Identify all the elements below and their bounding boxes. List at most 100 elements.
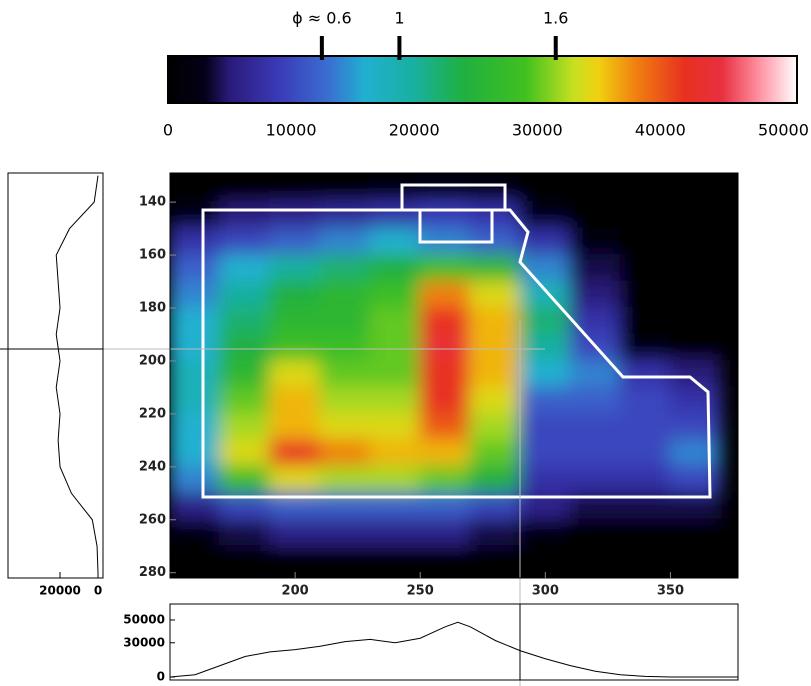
heatmap-cell [469,412,522,442]
y-tick-label: 280 [139,565,166,580]
heatmap-cell [269,174,322,204]
heatmap-cell [319,280,372,309]
outline-shape [201,208,712,499]
left-profile: 20000 0 [39,175,102,598]
heatmap-cell [419,201,472,230]
heatmap-cell [419,254,472,283]
heatmap-cell [519,386,572,415]
heatmap-cell [369,412,422,442]
heatmap-cell [269,227,322,257]
heatmap-cell [369,307,422,336]
heatmap-cell [469,307,522,336]
outline [201,183,712,499]
heatmap-cells [170,174,722,574]
heatmap-cell [569,174,622,204]
heatmap-cell [219,439,272,468]
heatmap-cell [669,333,722,362]
heatmap-clip [170,174,722,574]
heatmap-cell [419,439,472,468]
heatmap-cell [269,359,322,389]
profile-line [169,621,738,678]
heatmap-cell [619,227,672,257]
heatmap-cell [569,307,622,336]
heatmap-cell [219,227,272,257]
heatmap-cell [170,201,222,230]
colorbar-tick-label: 0 [163,121,173,140]
heatmap-cell [170,227,222,257]
x-tick-label: 200 [282,584,309,599]
y-tick-label: 260 [139,512,166,527]
heatmap-cell [269,201,322,230]
heatmap-cell [419,518,472,548]
y-tick-label: 240 [139,459,166,474]
heatmap-cell [519,359,572,389]
heatmap-cell [569,386,622,415]
heatmap-cell [170,254,222,283]
heatmap-cell [269,465,322,495]
heatmap-cell [369,174,422,204]
heatmap-cell [170,439,222,468]
y-tick-label: 200 [139,353,166,368]
heatmap-cell [619,333,672,362]
heatmap-cell [369,439,422,468]
phi-label: 1.6 [543,9,568,28]
heatmap-cell [419,359,472,389]
heatmap-cell [569,227,622,257]
heatmap-frame [169,172,739,579]
heatmap-cell [669,439,722,468]
bottom-profile: 0 30000 50000 [123,612,738,684]
heatmap-cell [170,359,222,389]
heatmap-cell [319,307,372,336]
heatmap-cell [219,280,272,309]
heatmap-cell [319,254,372,283]
heatmap-cell [369,465,422,495]
heatmap-cell [569,412,622,442]
heatmap-cell [619,254,672,283]
heatmap-cell [319,359,372,389]
heatmap-cell [569,545,622,574]
heatmap-cell [669,254,722,283]
heatmap-cell [319,386,372,415]
heatmap-cell [219,545,272,574]
heatmap-cell [369,280,422,309]
heatmap-cell [170,386,222,415]
heatmap-cell [469,280,522,309]
outline-shape [418,208,494,244]
heatmap-cell [469,518,522,548]
heatmap-cell [669,518,722,548]
heatmap-cell [619,518,672,548]
heatmap-cell [170,412,222,442]
heatmap-cell [219,333,272,362]
heatmap-cell [369,386,422,415]
heatmap-cell [269,412,322,442]
heatmap-cell [269,280,322,309]
heatmap-cell [170,307,222,336]
heatmap-cell [619,545,672,574]
heatmap-cell [519,333,572,362]
heatmap-cell [469,545,522,574]
heatmap-cell [519,518,572,548]
heatmap-cell [319,201,372,230]
heatmap-cell [170,465,222,495]
heatmap-cell [319,518,372,548]
y-tick-label: 220 [139,406,166,421]
heatmap-cell [369,333,422,362]
y-tick-label: 50000 [123,612,165,626]
colorbar-tick-label: 20000 [389,121,440,140]
colorbar-tick-label: 10000 [266,121,317,140]
heatmap-cell [219,386,272,415]
heatmap-cell [419,545,472,574]
colorbar-tick-label: 50000 [758,121,809,140]
heatmap-cell [669,359,722,389]
heatmap-cell [170,333,222,362]
heatmap-cell [170,280,222,309]
heatmap-cell [269,333,322,362]
heatmap-cell [519,412,572,442]
x-tick-label: 350 [657,584,684,599]
heatmap-cell [319,545,372,574]
heatmap-cell [419,412,472,442]
heatmap-axes: 200 250 300 350 140 160 180 200 220 240 260 280 [139,195,684,599]
heatmap-cell [219,518,272,548]
heatmap-cell [569,359,622,389]
